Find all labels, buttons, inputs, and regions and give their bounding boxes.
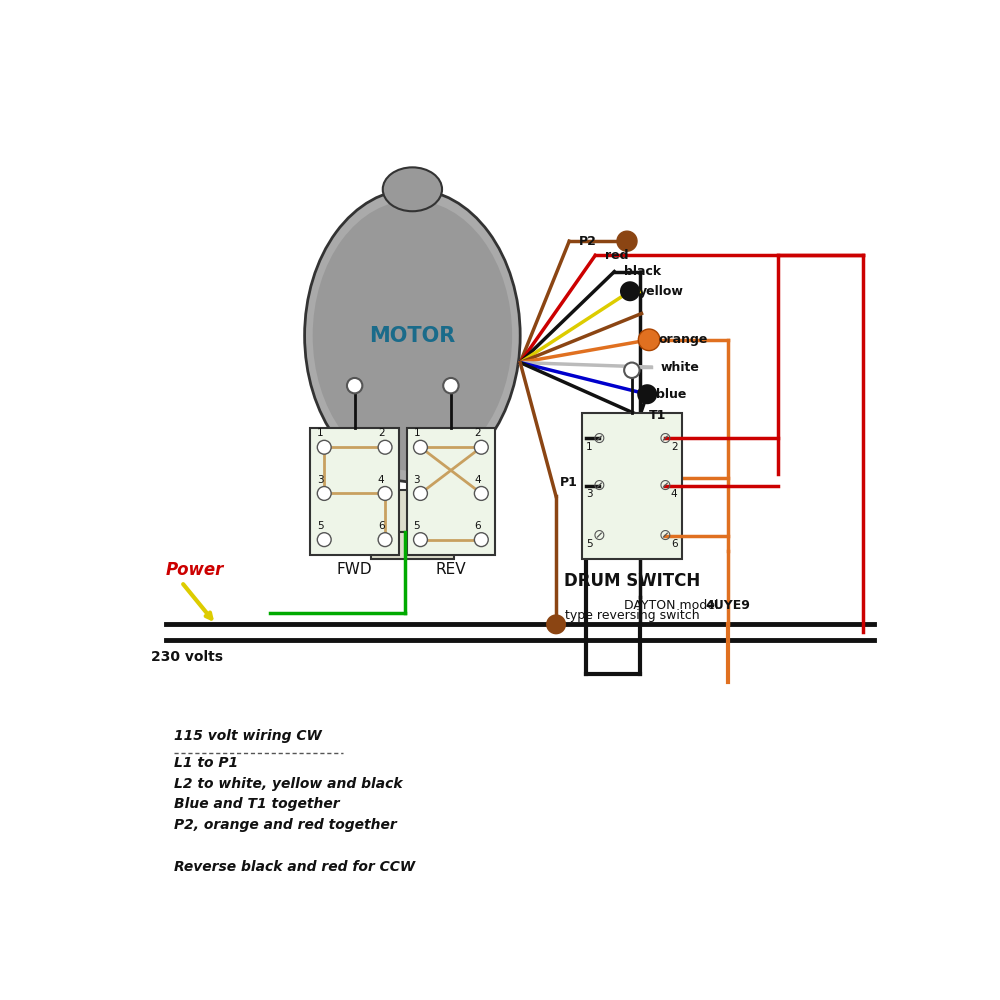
Text: T1: T1 — [649, 409, 666, 422]
Circle shape — [414, 440, 427, 454]
Text: 230 volts: 230 volts — [151, 650, 223, 664]
Circle shape — [378, 533, 392, 547]
Text: L2 to white, yellow and black: L2 to white, yellow and black — [174, 777, 402, 791]
Text: DRUM SWITCH: DRUM SWITCH — [564, 572, 700, 590]
Text: REV: REV — [436, 562, 466, 577]
Text: 3: 3 — [413, 475, 420, 485]
Text: 5: 5 — [413, 521, 420, 531]
Circle shape — [474, 440, 488, 454]
Text: type reversing switch: type reversing switch — [565, 609, 699, 622]
Text: 2: 2 — [671, 442, 678, 452]
Text: Power: Power — [166, 561, 224, 579]
Text: ⊘: ⊘ — [659, 528, 671, 543]
Text: yellow: yellow — [639, 285, 684, 298]
Text: 4UYE9: 4UYE9 — [705, 599, 750, 612]
Circle shape — [414, 533, 427, 547]
Ellipse shape — [313, 200, 512, 471]
Text: P2, orange and red together: P2, orange and red together — [174, 818, 396, 832]
Text: 4: 4 — [474, 475, 481, 485]
Circle shape — [317, 487, 331, 500]
Circle shape — [317, 533, 331, 547]
Circle shape — [637, 384, 657, 404]
Text: ⊘: ⊘ — [592, 528, 605, 543]
Text: 1: 1 — [586, 442, 593, 452]
Ellipse shape — [305, 189, 520, 482]
Text: white: white — [660, 361, 699, 374]
Text: 3: 3 — [586, 489, 593, 499]
Text: 115 volt wiring CW: 115 volt wiring CW — [174, 729, 321, 743]
Text: blue: blue — [656, 388, 687, 401]
Text: 6: 6 — [378, 521, 385, 531]
Text: ⊘: ⊘ — [592, 478, 605, 493]
Text: L1 to P1: L1 to P1 — [174, 756, 238, 770]
Text: 4: 4 — [378, 475, 385, 485]
Text: 5: 5 — [317, 521, 324, 531]
Circle shape — [638, 329, 660, 351]
Ellipse shape — [383, 167, 442, 211]
Text: 2: 2 — [378, 428, 385, 438]
Text: ⊘: ⊘ — [659, 478, 671, 493]
Text: 6: 6 — [671, 539, 678, 549]
Circle shape — [620, 281, 640, 301]
Circle shape — [378, 440, 392, 454]
Text: red: red — [605, 249, 628, 262]
Bar — [310, 428, 399, 555]
Circle shape — [378, 487, 392, 500]
Text: black: black — [624, 265, 661, 278]
Text: 3: 3 — [317, 475, 324, 485]
Text: ⊘: ⊘ — [592, 431, 605, 446]
Circle shape — [414, 487, 427, 500]
Circle shape — [317, 440, 331, 454]
Text: FWD: FWD — [337, 562, 372, 577]
Text: 2: 2 — [474, 428, 481, 438]
Text: Blue and T1 together: Blue and T1 together — [174, 797, 339, 811]
Text: P2: P2 — [578, 235, 596, 248]
Bar — [367, 490, 458, 532]
Circle shape — [624, 363, 640, 378]
Circle shape — [443, 378, 459, 393]
Text: 4: 4 — [671, 489, 678, 499]
Text: orange: orange — [658, 333, 708, 346]
Circle shape — [546, 614, 566, 634]
Text: MOTOR: MOTOR — [369, 326, 456, 346]
Bar — [371, 532, 454, 559]
Bar — [407, 428, 495, 555]
Text: ⊘: ⊘ — [659, 431, 671, 446]
Text: 5: 5 — [586, 539, 593, 549]
Circle shape — [474, 487, 488, 500]
Circle shape — [347, 378, 362, 393]
Text: P1: P1 — [560, 476, 578, 489]
Text: Reverse black and red for CCW: Reverse black and red for CCW — [174, 860, 415, 874]
Circle shape — [617, 231, 637, 251]
Bar — [582, 413, 682, 559]
Text: 1: 1 — [317, 428, 324, 438]
Text: 1: 1 — [413, 428, 420, 438]
Circle shape — [474, 533, 488, 547]
Text: DAYTON model: DAYTON model — [624, 599, 723, 612]
Text: 6: 6 — [474, 521, 481, 531]
